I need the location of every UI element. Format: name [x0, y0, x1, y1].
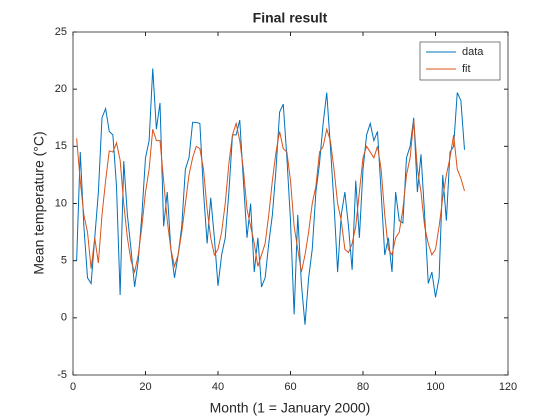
y-tick-label: 25	[55, 26, 67, 38]
x-tick-label: 0	[70, 381, 76, 393]
x-tick-label: 20	[139, 381, 151, 393]
data-line	[76, 68, 465, 325]
y-tick-label: 10	[55, 197, 67, 209]
x-tick-label: 40	[212, 381, 224, 393]
y-tick-label: 0	[61, 312, 67, 324]
x-tick-label: 60	[284, 381, 296, 393]
y-tick-label: 5	[61, 255, 67, 267]
chart-title: Final result	[253, 10, 328, 26]
y-tick-label: 15	[55, 140, 67, 152]
x-tick-label: 80	[357, 381, 369, 393]
plot-area	[73, 32, 508, 375]
legend-label: data	[462, 46, 484, 58]
y-axis-label: Mean temperature (°C)	[31, 131, 47, 274]
y-tick-label: 20	[55, 83, 67, 95]
legend-box	[419, 41, 501, 81]
x-axis-label: Month (1 = January 2000)	[210, 400, 371, 416]
legend-label: fit	[462, 63, 471, 75]
data-line	[76, 119, 465, 275]
axes-box	[72, 31, 509, 376]
x-tick-label: 100	[426, 381, 444, 393]
y-tick-label: -5	[57, 369, 67, 381]
x-tick-label: 120	[499, 381, 517, 393]
